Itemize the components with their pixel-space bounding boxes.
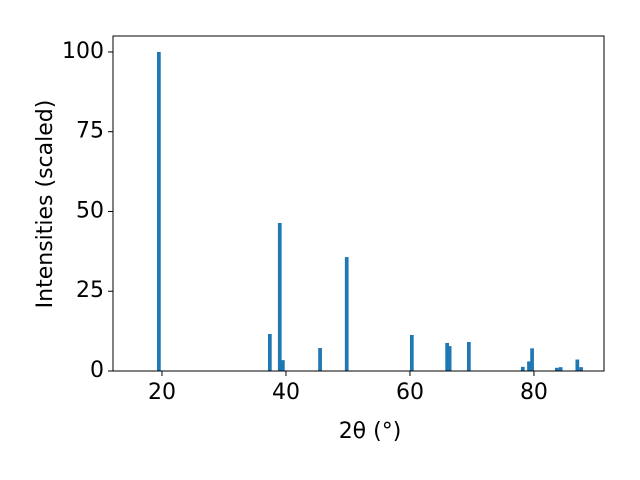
y-axis-label: Intensities (scaled) [33, 100, 58, 309]
x-tick-label: 40 [272, 380, 300, 405]
bar [527, 361, 531, 371]
bar [447, 346, 452, 371]
bar [318, 348, 322, 371]
bar [530, 348, 534, 371]
bar [267, 333, 272, 371]
bar [281, 360, 285, 371]
x-tick-label: 80 [520, 380, 548, 405]
bar [555, 367, 559, 371]
x-tick-label: 20 [148, 380, 176, 405]
bar [445, 342, 450, 371]
bar [344, 257, 349, 371]
bar [520, 366, 525, 371]
x-axis-label: 2θ (°) [339, 419, 402, 444]
bar [277, 222, 282, 371]
y-tick-label: 0 [90, 358, 104, 383]
bar [579, 367, 583, 371]
bar [575, 359, 580, 371]
bar [157, 51, 161, 371]
plot-frame [112, 35, 605, 372]
bar [466, 341, 471, 371]
y-tick-label: 50 [76, 198, 104, 223]
y-tick-label: 75 [76, 119, 104, 144]
y-tick-label: 25 [76, 278, 104, 303]
bar [558, 367, 563, 371]
bar [409, 334, 414, 371]
y-tick-label: 100 [62, 39, 104, 64]
x-tick-label: 60 [396, 380, 424, 405]
